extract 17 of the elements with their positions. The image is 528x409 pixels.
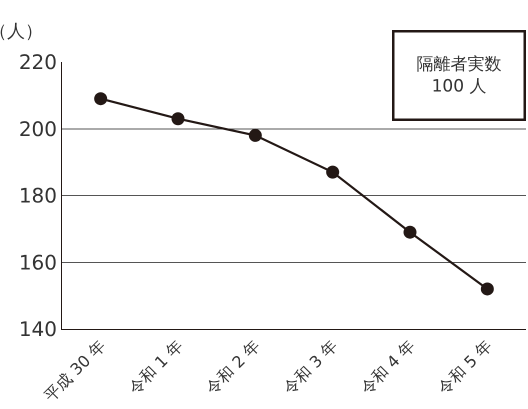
point: [94, 92, 108, 106]
y-axis-title: （人）: [0, 21, 43, 42]
y-tick-label: 200: [18, 116, 57, 141]
annotation: 隔離者実数 100 人: [416, 54, 502, 97]
point: [248, 128, 262, 142]
point: [326, 166, 340, 179]
x-tick-label: 令和 2 年: [202, 336, 264, 398]
y-tick-label: 220: [18, 50, 57, 74]
x-tick-label: 令和 3 年: [279, 336, 342, 398]
x-tick-label: 令和 1 年: [124, 336, 186, 398]
y-tick-label: 180: [18, 184, 57, 208]
x-tick-label: 令和 4 年: [356, 336, 418, 398]
point: [172, 112, 184, 126]
x-tick-label: 令和 5 年: [434, 336, 496, 398]
point: [404, 226, 416, 239]
y-tick-label: 160: [18, 250, 57, 274]
point: [480, 282, 494, 296]
